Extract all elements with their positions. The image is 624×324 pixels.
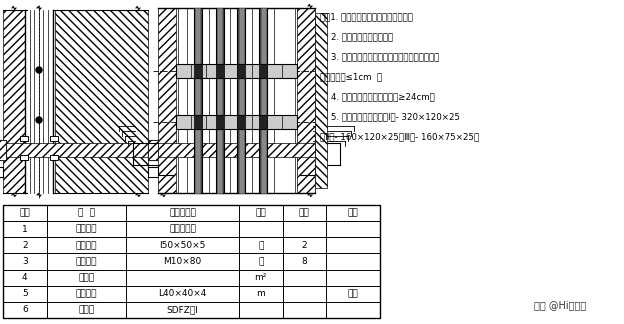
- Text: 胀管螺栓: 胀管螺栓: [76, 257, 97, 266]
- Text: m²: m²: [255, 273, 267, 282]
- Text: 2: 2: [22, 241, 27, 250]
- Bar: [237, 115, 245, 129]
- Bar: [259, 64, 267, 77]
- Text: 电缆桥架: 电缆桥架: [76, 225, 97, 234]
- Bar: [259, 8, 267, 193]
- Bar: [148, 140, 166, 160]
- Bar: [148, 140, 166, 160]
- Text: 2: 2: [301, 241, 307, 250]
- Bar: [237, 8, 245, 193]
- Bar: [20, 155, 28, 160]
- Text: 防火枕: 防火枕: [78, 306, 94, 314]
- Text: 名  称: 名 称: [78, 209, 95, 218]
- Text: 角钢支架: 角钢支架: [76, 241, 97, 250]
- Bar: [0, 140, 6, 160]
- Text: 3: 3: [22, 257, 27, 266]
- Bar: [195, 8, 200, 193]
- Text: 型号及规格: 型号及规格: [169, 209, 196, 218]
- Text: 3. 防火枕应按顺序依次摆放整齐，防火枕与电: 3. 防火枕应按顺序依次摆放整齐，防火枕与电: [320, 52, 439, 61]
- Text: 5. 防火枕规格为三种：Ⅰ型- 320×120×25: 5. 防火枕规格为三种：Ⅰ型- 320×120×25: [320, 112, 460, 121]
- Bar: [50, 136, 58, 141]
- Bar: [297, 8, 315, 193]
- Text: 1: 1: [22, 225, 27, 234]
- Text: 备注: 备注: [348, 209, 358, 218]
- Text: 8: 8: [301, 257, 307, 266]
- Text: 5: 5: [22, 289, 27, 298]
- Text: L40×40×4: L40×40×4: [158, 289, 207, 298]
- Text: 4: 4: [22, 273, 27, 282]
- Text: 数量: 数量: [299, 209, 310, 218]
- Bar: [3, 10, 25, 193]
- Text: SDFZ－Ⅰ: SDFZ－Ⅰ: [167, 306, 198, 314]
- Bar: [158, 143, 315, 157]
- Bar: [194, 115, 202, 129]
- Text: 固定角钢: 固定角钢: [76, 289, 97, 298]
- Text: 钢丝网: 钢丝网: [78, 273, 94, 282]
- Bar: [215, 8, 223, 193]
- Bar: [217, 8, 222, 193]
- Bar: [50, 155, 58, 160]
- Text: 编号: 编号: [19, 209, 30, 218]
- Bar: [55, 10, 148, 193]
- Bar: [0, 140, 6, 160]
- Text: 2. 钢丝网应刷防火涂料。: 2. 钢丝网应刷防火涂料。: [320, 32, 393, 41]
- Text: 头条 @Hi工程客: 头条 @Hi工程客: [534, 300, 586, 310]
- Text: 单位: 单位: [255, 209, 266, 218]
- Bar: [261, 8, 266, 193]
- Text: 见工程设计: 见工程设计: [169, 225, 196, 234]
- Bar: [239, 8, 244, 193]
- Bar: [194, 64, 202, 77]
- Text: I50×50×5: I50×50×5: [159, 241, 206, 250]
- Bar: [176, 115, 297, 129]
- Circle shape: [36, 67, 42, 73]
- Bar: [158, 8, 176, 193]
- Bar: [215, 64, 223, 77]
- Text: 、Ⅱ型- 160×120×25、Ⅲ型- 160×75×25。: 、Ⅱ型- 160×120×25、Ⅲ型- 160×75×25。: [320, 132, 479, 141]
- Text: 6: 6: [22, 306, 27, 314]
- Text: 缆之间空隙≤1cm  。: 缆之间空隙≤1cm 。: [320, 72, 382, 81]
- Circle shape: [36, 117, 42, 123]
- Bar: [259, 115, 267, 129]
- Bar: [176, 64, 297, 77]
- Text: M10×80: M10×80: [163, 257, 202, 266]
- Text: m: m: [256, 289, 265, 298]
- Text: 4. 电缆竖井摆放防火枕厚度≥24cm。: 4. 电缆竖井摆放防火枕厚度≥24cm。: [320, 92, 435, 101]
- Text: 注：1. 施工前将要封堵的位清理干净。: 注：1. 施工前将要封堵的位清理干净。: [320, 12, 413, 21]
- Text: 套: 套: [258, 257, 263, 266]
- Bar: [194, 8, 202, 193]
- Bar: [3, 205, 380, 318]
- Bar: [215, 115, 223, 129]
- Bar: [315, 13, 327, 188]
- Text: 个: 个: [258, 241, 263, 250]
- Bar: [237, 64, 245, 77]
- Text: 预埋: 预埋: [348, 289, 358, 298]
- Bar: [20, 136, 28, 141]
- Bar: [3, 143, 148, 157]
